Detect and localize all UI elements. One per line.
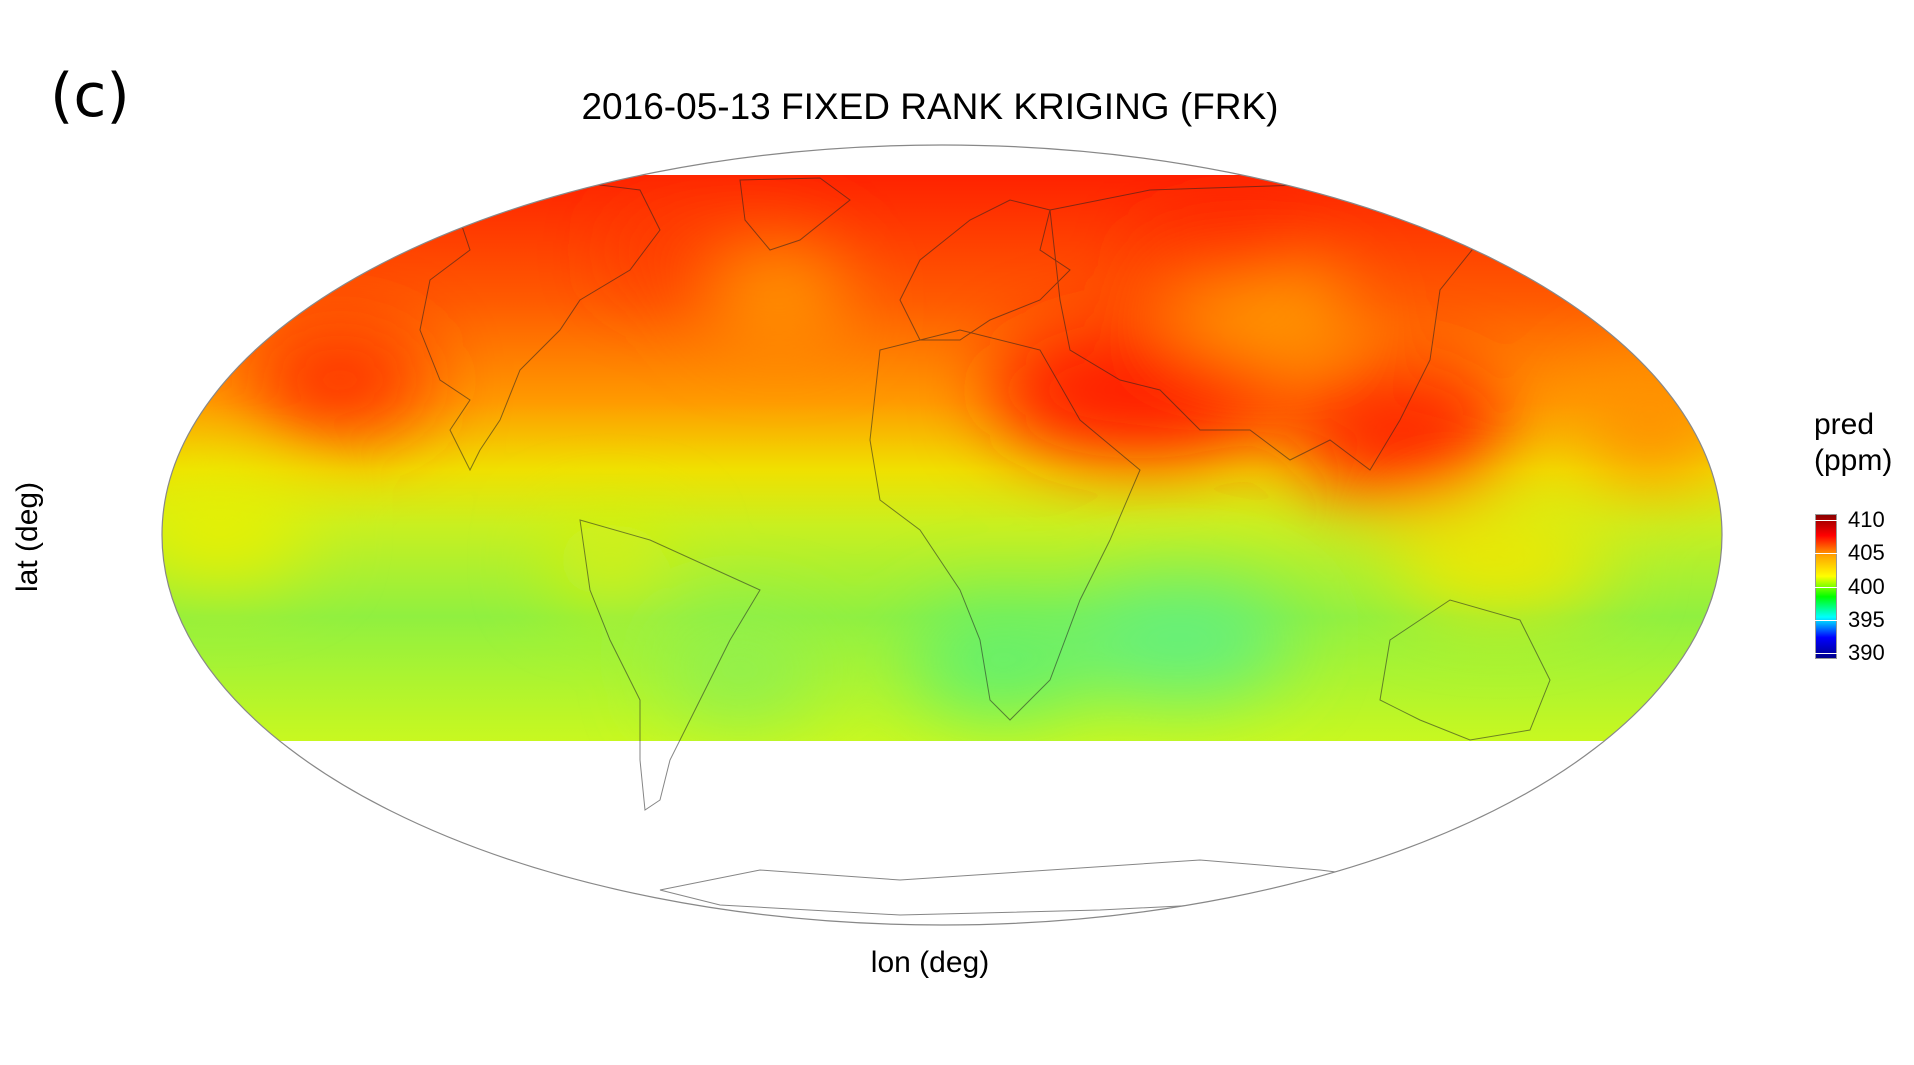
globe-outline (161, 144, 1723, 926)
legend-tick-label: 410 (1848, 507, 1885, 532)
x-axis-label: lon (deg) (870, 946, 990, 979)
legend-tick-label: 390 (1848, 640, 1885, 665)
prediction-field (162, 175, 1722, 741)
africa-outline (869, 329, 1141, 721)
south-america-outline (579, 519, 761, 811)
panel-label: (c) (50, 61, 130, 131)
north-america-outline (419, 179, 661, 472)
chart-title: 2016-05-13 FIXED RANK KRIGING (FRK) (581, 86, 1279, 127)
legend-tick-mark (1815, 586, 1837, 588)
legend-tick-mark (1815, 653, 1837, 654)
legend-title-line2: (ppm) (1814, 444, 1893, 477)
legend-tick-mark (1815, 553, 1837, 555)
legend-tick-label: 400 (1848, 573, 1885, 599)
australia-outline (1379, 599, 1551, 741)
legend-tick-mark (1815, 520, 1837, 521)
mollweide-map (161, 144, 1723, 926)
greenland-outline (739, 177, 851, 251)
legend-title-line1: pred (1814, 408, 1875, 441)
legend-tick-label: 405 (1848, 540, 1885, 566)
legend-tick-mark (1815, 619, 1837, 621)
legend-tick-label: 395 (1848, 606, 1885, 632)
europe-outline (899, 199, 1071, 341)
legend-title: pred (ppm) (1814, 407, 1892, 479)
